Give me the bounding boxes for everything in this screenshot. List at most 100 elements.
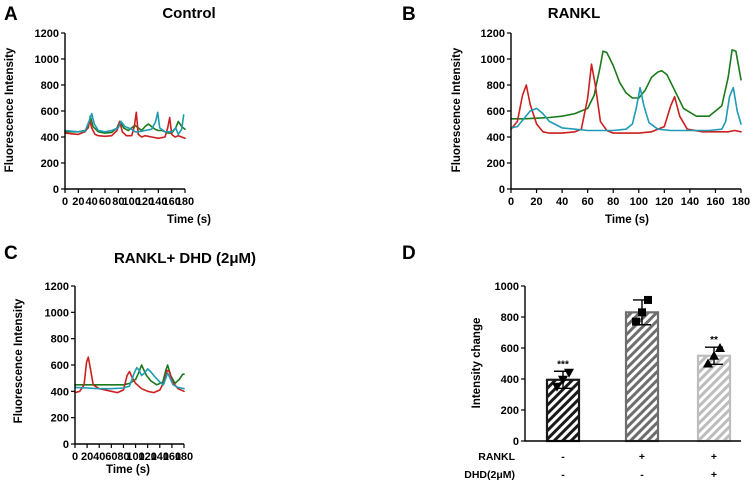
- y-tick-label: 1000: [481, 54, 505, 66]
- y-tick-label: 0: [63, 439, 69, 451]
- y-tick-label: 0: [53, 184, 59, 196]
- significance-label: ***: [557, 359, 569, 370]
- panel-b-x-axis-title: Time (s): [605, 214, 649, 226]
- condition-sign: +: [711, 451, 717, 463]
- y-tick-label: 800: [41, 80, 59, 92]
- y-tick-label: 400: [51, 386, 69, 398]
- x-tick-label: 0: [62, 196, 68, 208]
- x-tick-label: 120: [138, 451, 156, 463]
- data-point: [715, 343, 725, 352]
- data-point: [638, 308, 646, 317]
- x-tick-label: 140: [151, 451, 169, 463]
- panel-letter-b: B: [402, 4, 416, 25]
- y-tick-label: 600: [41, 106, 59, 118]
- panel-c-series-green: [74, 364, 185, 386]
- data-point: [558, 375, 568, 385]
- panel-d-ticks: 0 200 400 600 800 1000: [495, 281, 525, 448]
- x-tick-label: 0: [72, 451, 78, 463]
- data-point: [552, 382, 562, 392]
- panel-b-series-red: [510, 63, 742, 134]
- y-tick-label: 200: [51, 413, 69, 425]
- data-point: [644, 295, 652, 304]
- x-tick-label: 60: [99, 196, 111, 208]
- condition-sign: -: [640, 469, 644, 481]
- y-tick-label: 1200: [35, 28, 59, 40]
- panel-letter-a: A: [4, 4, 18, 25]
- bar-rankl-dhd: [696, 354, 732, 443]
- x-tick-label: 100: [126, 451, 144, 463]
- panel-c-series-red: [74, 356, 185, 394]
- panel-c-title: RANKL+ DHD (2μM): [114, 250, 256, 267]
- x-tick-label: 160: [706, 196, 724, 208]
- x-tick-label: 40: [86, 196, 98, 208]
- y-tick-label: 400: [501, 374, 519, 386]
- panel-b-axes: [510, 33, 741, 190]
- panel-b-chart: RANKL Time (s) Fluorescence Intensity 0 2…: [451, 5, 750, 226]
- panel-c-series: [74, 356, 185, 394]
- y-tick-label: 200: [501, 405, 519, 417]
- panel-a-chart: Control Time (s) Fluorescence Intensity …: [4, 5, 216, 226]
- panel-a-series: [64, 111, 186, 140]
- y-tick-label: 400: [41, 132, 59, 144]
- panel-d-points: [552, 295, 725, 392]
- x-tick-label: 80: [117, 451, 129, 463]
- x-tick-label: 160: [162, 196, 180, 208]
- x-tick-label: 0: [508, 196, 514, 208]
- panel-b-series-green: [510, 49, 742, 120]
- x-tick-label: 100: [630, 196, 648, 208]
- y-tick-label: 800: [501, 312, 519, 324]
- panel-c-series-cyan: [74, 366, 185, 390]
- y-tick-label: 600: [51, 360, 69, 372]
- panel-a-title: Control: [162, 5, 215, 22]
- condition-row-label: DHD(2μM): [464, 469, 515, 481]
- condition-sign: -: [561, 451, 565, 463]
- y-tick-label: 0: [513, 436, 519, 448]
- x-tick-label: 80: [607, 196, 619, 208]
- panel-a-axes: [64, 33, 185, 190]
- panel-b-y-axis-title: Fluorescence Intensity: [451, 47, 463, 172]
- x-tick-label: 80: [112, 196, 124, 208]
- panel-c-axes: [74, 286, 184, 445]
- x-tick-label: 20: [530, 196, 542, 208]
- y-tick-label: 600: [487, 106, 505, 118]
- y-tick-label: 800: [487, 80, 505, 92]
- x-tick-label: 180: [176, 196, 194, 208]
- condition-sign: -: [561, 469, 565, 481]
- y-tick-label: 1000: [495, 281, 519, 293]
- condition-sign: +: [639, 451, 645, 463]
- condition-row-label: RANKL: [478, 451, 515, 463]
- panel-a-y-axis-title: Fluorescence Intensity: [4, 47, 16, 172]
- x-tick-label: 100: [122, 196, 140, 208]
- x-tick-label: 40: [556, 196, 568, 208]
- x-tick-label: 120: [136, 196, 154, 208]
- condition-sign: +: [711, 469, 717, 481]
- data-point: [632, 317, 640, 326]
- panel-d-conditions: RANKL - + + DHD(2μM) - - +: [464, 451, 717, 481]
- x-tick-label: 140: [149, 196, 167, 208]
- x-tick-label: 60: [582, 196, 594, 208]
- y-tick-label: 1000: [35, 54, 59, 66]
- data-point: [709, 350, 719, 360]
- y-tick-label: 200: [487, 158, 505, 170]
- panel-b-series: [510, 49, 742, 134]
- panel-c-chart: RANKL+ DHD (2μM) Time (s) Fluorescence I…: [13, 250, 256, 476]
- panel-b-title: RANKL: [548, 5, 601, 22]
- y-tick-label: 1200: [481, 28, 505, 40]
- panel-b-series-cyan: [510, 86, 742, 132]
- x-tick-label: 180: [175, 451, 193, 463]
- panel-d-bars: [545, 311, 732, 443]
- panel-letter-d: D: [402, 243, 416, 264]
- y-tick-label: 0: [499, 184, 505, 196]
- x-tick-label: 140: [681, 196, 699, 208]
- x-tick-label: 20: [72, 196, 84, 208]
- x-tick-label: 120: [655, 196, 673, 208]
- bar-rankl: [624, 311, 660, 443]
- y-tick-label: 800: [51, 334, 69, 346]
- data-point: [564, 368, 574, 378]
- panel-d-y-axis-title: Intensity change: [471, 318, 483, 409]
- panel-d-significance: *****: [557, 335, 718, 370]
- panel-letter-c: C: [4, 243, 18, 264]
